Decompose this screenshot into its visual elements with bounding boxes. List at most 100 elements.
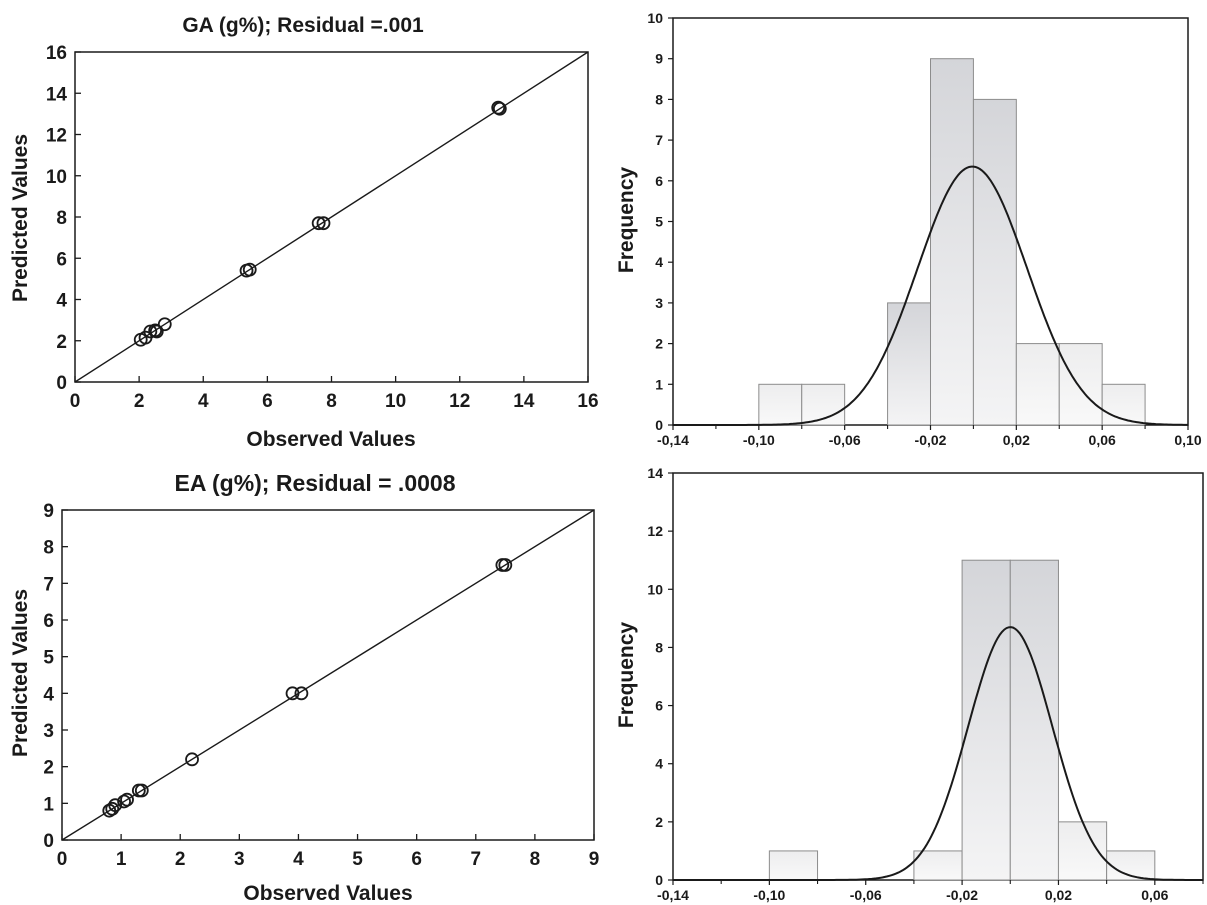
y-tick-label: 12 bbox=[46, 126, 67, 147]
ea-hist-y-axis-label: Frequency bbox=[615, 622, 638, 729]
x-tick-label: 0,02 bbox=[1045, 887, 1072, 903]
y-tick-label: 0 bbox=[56, 373, 67, 394]
y-tick-label: 0 bbox=[655, 417, 663, 433]
y-tick-label: 14 bbox=[647, 465, 663, 481]
y-tick-label: 2 bbox=[56, 332, 67, 353]
x-tick-label: 1 bbox=[116, 849, 127, 870]
x-tick-label: -0,10 bbox=[753, 887, 785, 903]
y-tick-label: 5 bbox=[43, 648, 54, 669]
ga-hist-y-axis-label: Frequency bbox=[615, 167, 638, 274]
x-tick-label: 14 bbox=[513, 391, 535, 412]
y-tick-label: 7 bbox=[655, 132, 663, 148]
y-tick-label: 10 bbox=[647, 581, 663, 597]
x-tick-label: 4 bbox=[293, 849, 304, 870]
y-tick-label: 8 bbox=[43, 538, 54, 559]
y-tick-label: 4 bbox=[56, 291, 67, 312]
x-tick-label: 3 bbox=[234, 849, 245, 870]
y-tick-label: 6 bbox=[43, 611, 54, 632]
ga-chart-title: GA (g%); Residual =.001 bbox=[182, 14, 424, 37]
x-tick-label: -0,02 bbox=[915, 432, 947, 448]
ea-y-axis-label: Predicted Values bbox=[9, 589, 32, 757]
normal-fit-curve bbox=[673, 165, 1188, 426]
x-tick-label: 12 bbox=[449, 391, 470, 412]
data-point bbox=[242, 262, 257, 277]
data-point bbox=[316, 216, 331, 231]
ea-chart-title: EA (g%); Residual = .0008 bbox=[175, 470, 456, 496]
y-tick-label: 4 bbox=[655, 254, 663, 270]
x-tick-label: 2 bbox=[175, 849, 186, 870]
data-point bbox=[149, 324, 164, 339]
identity-reference-line bbox=[61, 509, 595, 841]
plot-frame bbox=[61, 509, 595, 841]
ea-x-axis-label: Observed Values bbox=[243, 882, 412, 905]
y-tick-label: 9 bbox=[43, 501, 54, 522]
y-tick-label: 6 bbox=[56, 249, 67, 270]
histogram-bar bbox=[801, 383, 846, 426]
data-point bbox=[105, 801, 120, 816]
ga-scatter-panel: GA (g%); Residual =.001 0 2 4 6 8 10 12 14 16 0 2 4… bbox=[9, 14, 599, 451]
y-tick-label: 2 bbox=[655, 814, 663, 830]
data-point bbox=[143, 324, 158, 339]
histogram-bar bbox=[930, 58, 974, 426]
y-tick-label: 0 bbox=[43, 831, 54, 852]
x-tick-label: 0 bbox=[57, 849, 68, 870]
x-tick-label: 6 bbox=[411, 849, 422, 870]
data-point bbox=[120, 792, 134, 807]
x-tick-label: -0,14 bbox=[657, 432, 689, 448]
y-tick-label: 2 bbox=[43, 758, 54, 779]
data-point bbox=[134, 783, 149, 798]
x-tick-label: 0,06 bbox=[1089, 432, 1116, 448]
data-point bbox=[185, 752, 199, 767]
x-tick-label: 5 bbox=[352, 849, 363, 870]
x-tick-label: -0,06 bbox=[829, 432, 861, 448]
y-tick-label: 7 bbox=[43, 574, 54, 595]
plot-frame bbox=[672, 472, 1204, 881]
histogram-bar bbox=[1058, 343, 1103, 426]
x-tick-label: 4 bbox=[198, 391, 209, 412]
y-tick-label: 6 bbox=[655, 698, 663, 714]
y-tick-label: 6 bbox=[655, 173, 663, 189]
y-tick-label: 1 bbox=[43, 794, 54, 815]
y-tick-label: 1 bbox=[655, 376, 663, 392]
x-tick-label: 0,06 bbox=[1141, 887, 1168, 903]
ga-residual-histogram-panel: -0,14 -0,10 -0,06 -0,02 0,02 0,06 0,10 0 1 2 3 4 5 6 7… bbox=[615, 10, 1202, 448]
x-tick-label: -0,14 bbox=[657, 887, 689, 903]
histogram-bar bbox=[887, 302, 931, 426]
x-tick-label: 9 bbox=[589, 849, 600, 870]
x-tick-label: 0,10 bbox=[1174, 432, 1201, 448]
y-tick-label: 4 bbox=[655, 756, 663, 772]
histogram-bar bbox=[1015, 343, 1060, 426]
y-tick-label: 3 bbox=[43, 721, 54, 742]
x-tick-label: 6 bbox=[262, 391, 273, 412]
x-tick-label: 0 bbox=[70, 391, 81, 412]
x-tick-label: 8 bbox=[530, 849, 541, 870]
y-tick-label: 8 bbox=[655, 91, 663, 107]
x-tick-label: 10 bbox=[385, 391, 406, 412]
histogram-bar bbox=[1101, 383, 1146, 426]
ea-scatter-panel: EA (g%); Residual = .0008 0 1 2 3 4 5 6 7 8 9 0 1 2 3… bbox=[9, 470, 599, 905]
data-point bbox=[108, 798, 123, 813]
y-tick-label: 14 bbox=[46, 84, 68, 105]
y-tick-label: 10 bbox=[46, 167, 67, 188]
x-tick-label: -0,10 bbox=[743, 432, 775, 448]
identity-reference-line bbox=[74, 51, 589, 383]
y-tick-label: 8 bbox=[56, 208, 67, 229]
x-tick-label: 7 bbox=[470, 849, 481, 870]
histogram-bar bbox=[1057, 821, 1108, 881]
histogram-bar bbox=[758, 383, 803, 426]
y-tick-label: 12 bbox=[647, 523, 663, 539]
y-tick-label: 2 bbox=[655, 336, 663, 352]
x-tick-label: -0,02 bbox=[946, 887, 978, 903]
y-tick-label: 16 bbox=[46, 43, 67, 64]
ga-x-axis-label: Observed Values bbox=[246, 428, 415, 451]
y-tick-label: 3 bbox=[655, 295, 663, 311]
y-tick-label: 9 bbox=[655, 51, 663, 67]
data-point bbox=[498, 558, 513, 572]
y-tick-label: 5 bbox=[655, 214, 663, 230]
y-tick-label: 10 bbox=[647, 10, 663, 26]
x-tick-label: 0,02 bbox=[1003, 432, 1030, 448]
data-point bbox=[294, 686, 309, 701]
y-tick-label: 0 bbox=[655, 872, 663, 888]
data-point bbox=[311, 216, 326, 231]
